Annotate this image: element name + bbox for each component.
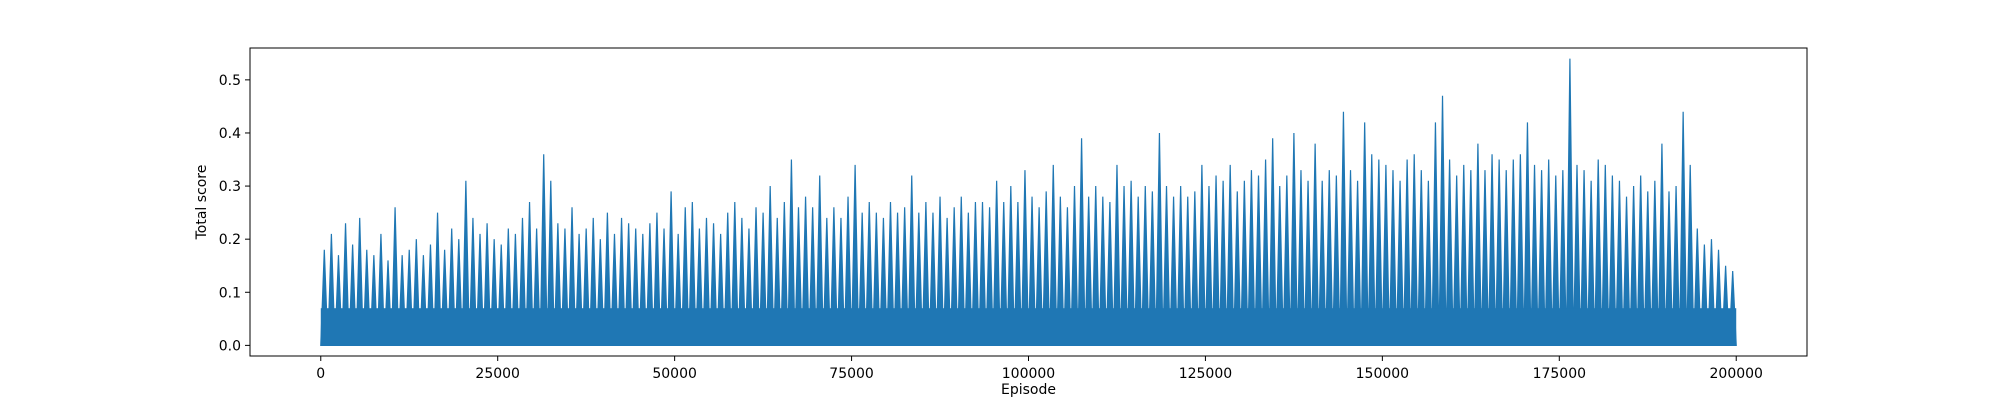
x-tick-label: 100000 [1002,366,1055,382]
x-tick-label: 0 [316,366,325,382]
x-tick-label: 200000 [1710,366,1763,382]
y-tick-label: 0.4 [219,126,241,142]
y-tick-label: 0.5 [219,73,241,89]
y-tick-label: 0.1 [219,285,241,301]
x-tick-label: 50000 [652,366,697,382]
y-axis-label: Total score [194,165,210,241]
series-line-0 [320,58,1737,346]
series-layer [320,58,1737,346]
y-tick-label: 0.2 [219,232,241,248]
y-tick-label: 0.0 [219,338,241,354]
x-tick-label: 150000 [1356,366,1409,382]
series-band-0 [320,308,1737,346]
x-tick-label: 75000 [829,366,874,382]
x-tick-label: 125000 [1179,366,1232,382]
x-tick-label: 25000 [475,366,520,382]
x-axis-label: Episode [1001,382,1056,398]
y-tick-label: 0.3 [219,179,241,195]
x-tick-label: 175000 [1533,366,1586,382]
axes-layer: 0 25000 50000 75000 100000 125000 150000 175000… [219,47,1808,382]
